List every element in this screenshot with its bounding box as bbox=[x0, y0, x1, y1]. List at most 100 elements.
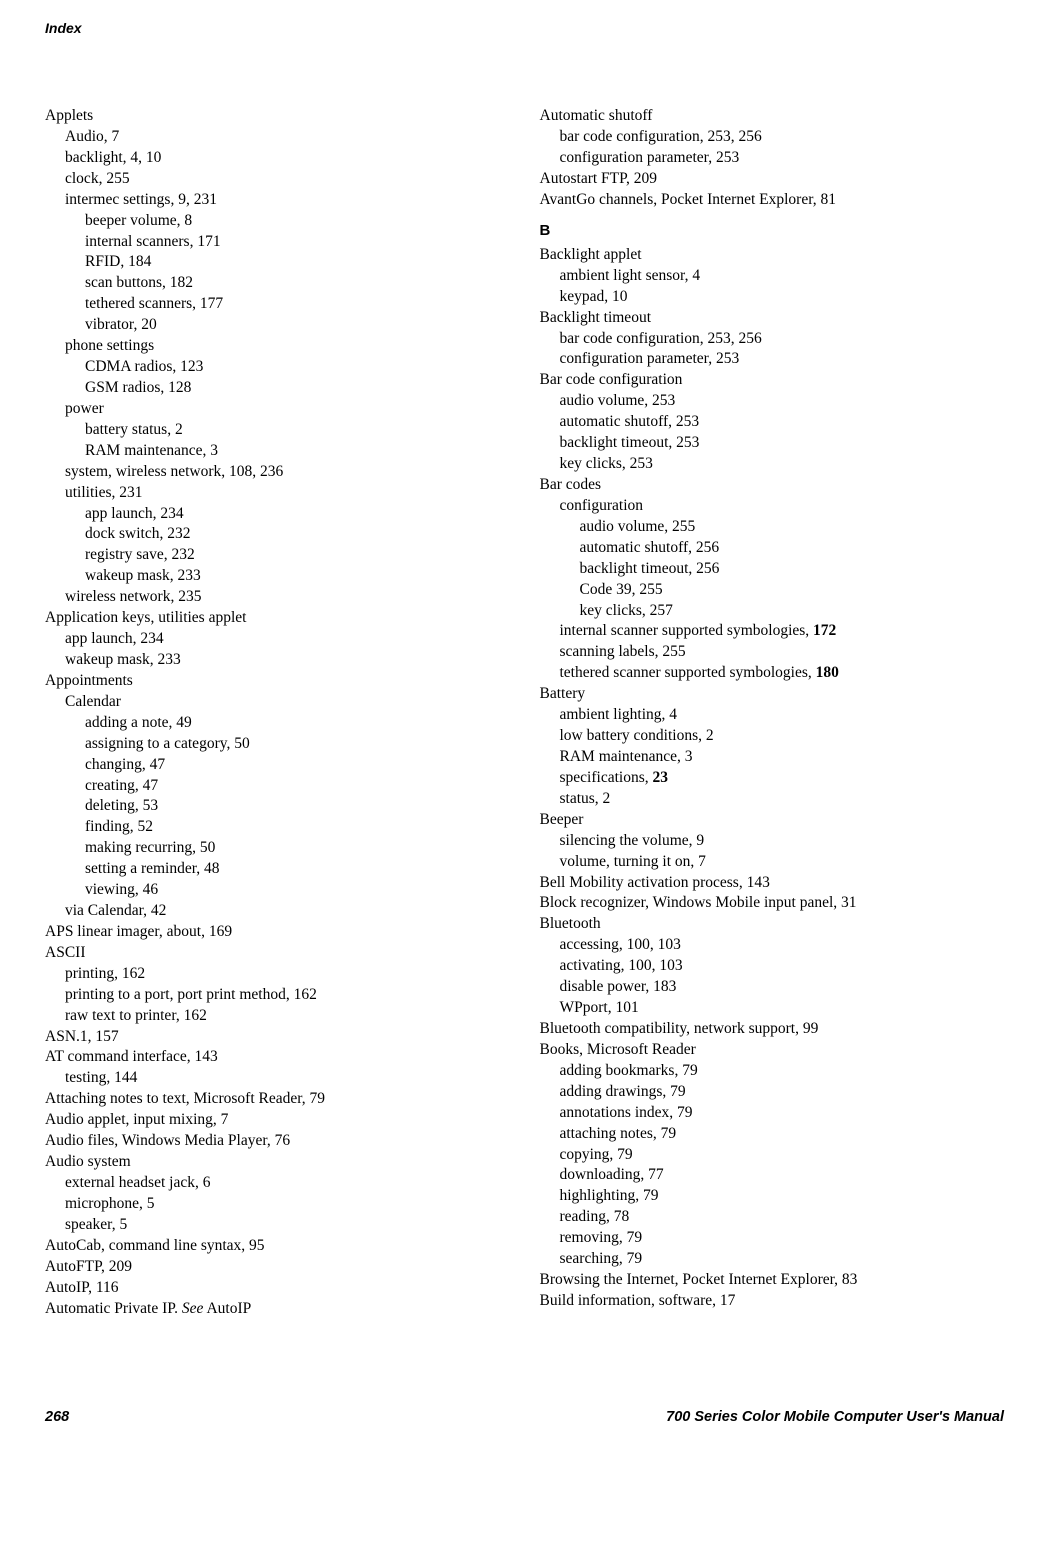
index-entry: status, 2 bbox=[560, 789, 1005, 810]
index-entry: printing, 162 bbox=[65, 964, 510, 985]
index-entry: utilities, 231 bbox=[65, 483, 510, 504]
index-entry: assigning to a category, 50 bbox=[85, 734, 510, 755]
index-entry: backlight, 4, 10 bbox=[65, 148, 510, 169]
index-entry: changing, 47 bbox=[85, 755, 510, 776]
index-entry: highlighting, 79 bbox=[560, 1186, 1005, 1207]
index-entry: external headset jack, 6 bbox=[65, 1173, 510, 1194]
index-entry: Backlight applet bbox=[540, 245, 1005, 266]
index-entry: Audio, 7 bbox=[65, 127, 510, 148]
index-entry: adding bookmarks, 79 bbox=[560, 1061, 1005, 1082]
index-entry: making recurring, 50 bbox=[85, 838, 510, 859]
index-entry: backlight timeout, 256 bbox=[580, 559, 1005, 580]
index-entry: viewing, 46 bbox=[85, 880, 510, 901]
index-entry: audio volume, 255 bbox=[580, 517, 1005, 538]
index-entry: internal scanner supported symbologies, … bbox=[560, 621, 1005, 642]
index-entry: wakeup mask, 233 bbox=[65, 650, 510, 671]
index-entry: microphone, 5 bbox=[65, 1194, 510, 1215]
index-entry: dock switch, 232 bbox=[85, 524, 510, 545]
index-entry: Backlight timeout bbox=[540, 308, 1005, 329]
index-entry: Automatic Private IP. See AutoIP bbox=[45, 1299, 510, 1320]
index-entry: Calendar bbox=[65, 692, 510, 713]
index-entry: RAM maintenance, 3 bbox=[560, 747, 1005, 768]
index-entry: app launch, 234 bbox=[65, 629, 510, 650]
page-number: 268 bbox=[45, 1409, 69, 1425]
index-entry: bar code configuration, 253, 256 bbox=[560, 329, 1005, 350]
index-entry: via Calendar, 42 bbox=[65, 901, 510, 922]
index-entry: ambient lighting, 4 bbox=[560, 705, 1005, 726]
index-entry: registry save, 232 bbox=[85, 545, 510, 566]
index-entry: adding drawings, 79 bbox=[560, 1082, 1005, 1103]
index-entry: wireless network, 235 bbox=[65, 587, 510, 608]
index-entry: Bar code configuration bbox=[540, 370, 1005, 391]
index-entry: keypad, 10 bbox=[560, 287, 1005, 308]
index-entry: Bluetooth compatibility, network support… bbox=[540, 1019, 1005, 1040]
index-entry: searching, 79 bbox=[560, 1249, 1005, 1270]
index-entry: ambient light sensor, 4 bbox=[560, 266, 1005, 287]
index-entry: Code 39, 255 bbox=[580, 580, 1005, 601]
index-entry: beeper volume, 8 bbox=[85, 211, 510, 232]
index-entry: speaker, 5 bbox=[65, 1215, 510, 1236]
index-entry: testing, 144 bbox=[65, 1068, 510, 1089]
index-entry: tethered scanner supported symbologies, … bbox=[560, 663, 1005, 684]
index-entry: Bluetooth bbox=[540, 914, 1005, 935]
index-entry: copying, 79 bbox=[560, 1145, 1005, 1166]
index-entry: vibrator, 20 bbox=[85, 315, 510, 336]
index-entry: phone settings bbox=[65, 336, 510, 357]
index-entry: AutoIP, 116 bbox=[45, 1278, 510, 1299]
index-entry: disable power, 183 bbox=[560, 977, 1005, 998]
index-entry: Audio files, Windows Media Player, 76 bbox=[45, 1131, 510, 1152]
index-entry: Bell Mobility activation process, 143 bbox=[540, 873, 1005, 894]
index-entry: Appointments bbox=[45, 671, 510, 692]
index-entry: ASCII bbox=[45, 943, 510, 964]
index-entry: AvantGo channels, Pocket Internet Explor… bbox=[540, 190, 1005, 211]
index-entry: raw text to printer, 162 bbox=[65, 1006, 510, 1027]
index-entry: annotations index, 79 bbox=[560, 1103, 1005, 1124]
index-entry: Audio system bbox=[45, 1152, 510, 1173]
index-columns: AppletsAudio, 7backlight, 4, 10clock, 25… bbox=[45, 106, 1004, 1319]
index-entry: AT command interface, 143 bbox=[45, 1047, 510, 1068]
index-entry: system, wireless network, 108, 236 bbox=[65, 462, 510, 483]
index-entry: setting a reminder, 48 bbox=[85, 859, 510, 880]
index-entry: audio volume, 253 bbox=[560, 391, 1005, 412]
index-entry: automatic shutoff, 253 bbox=[560, 412, 1005, 433]
index-entry: GSM radios, 128 bbox=[85, 378, 510, 399]
manual-title: 700 Series Color Mobile Computer User's … bbox=[666, 1409, 1004, 1425]
left-column: AppletsAudio, 7backlight, 4, 10clock, 25… bbox=[45, 106, 510, 1319]
index-entry: Application keys, utilities applet bbox=[45, 608, 510, 629]
index-entry: intermec settings, 9, 231 bbox=[65, 190, 510, 211]
index-entry: adding a note, 49 bbox=[85, 713, 510, 734]
index-entry: downloading, 77 bbox=[560, 1165, 1005, 1186]
index-entry: internal scanners, 171 bbox=[85, 232, 510, 253]
index-entry: Books, Microsoft Reader bbox=[540, 1040, 1005, 1061]
index-entry: automatic shutoff, 256 bbox=[580, 538, 1005, 559]
index-entry: silencing the volume, 9 bbox=[560, 831, 1005, 852]
index-entry: Bar codes bbox=[540, 475, 1005, 496]
index-entry: scanning labels, 255 bbox=[560, 642, 1005, 663]
index-entry: Audio applet, input mixing, 7 bbox=[45, 1110, 510, 1131]
index-entry: Beeper bbox=[540, 810, 1005, 831]
index-entry: volume, turning it on, 7 bbox=[560, 852, 1005, 873]
index-entry: key clicks, 257 bbox=[580, 601, 1005, 622]
index-entry: Block recognizer, Windows Mobile input p… bbox=[540, 893, 1005, 914]
index-entry: Attaching notes to text, Microsoft Reade… bbox=[45, 1089, 510, 1110]
index-entry: activating, 100, 103 bbox=[560, 956, 1005, 977]
index-entry: battery status, 2 bbox=[85, 420, 510, 441]
index-entry: configuration parameter, 253 bbox=[560, 148, 1005, 169]
index-entry: Autostart FTP, 209 bbox=[540, 169, 1005, 190]
index-entry: RAM maintenance, 3 bbox=[85, 441, 510, 462]
index-entry: AutoCab, command line syntax, 95 bbox=[45, 1236, 510, 1257]
index-entry: deleting, 53 bbox=[85, 796, 510, 817]
index-entry: removing, 79 bbox=[560, 1228, 1005, 1249]
index-entry: printing to a port, port print method, 1… bbox=[65, 985, 510, 1006]
index-entry: Automatic shutoff bbox=[540, 106, 1005, 127]
index-entry: Battery bbox=[540, 684, 1005, 705]
index-entry: low battery conditions, 2 bbox=[560, 726, 1005, 747]
index-entry: configuration parameter, 253 bbox=[560, 349, 1005, 370]
index-entry: backlight timeout, 253 bbox=[560, 433, 1005, 454]
page-footer: 268 700 Series Color Mobile Computer Use… bbox=[45, 1409, 1004, 1425]
index-entry: reading, 78 bbox=[560, 1207, 1005, 1228]
index-entry: bar code configuration, 253, 256 bbox=[560, 127, 1005, 148]
index-entry: clock, 255 bbox=[65, 169, 510, 190]
index-entry: wakeup mask, 233 bbox=[85, 566, 510, 587]
index-entry: configuration bbox=[560, 496, 1005, 517]
